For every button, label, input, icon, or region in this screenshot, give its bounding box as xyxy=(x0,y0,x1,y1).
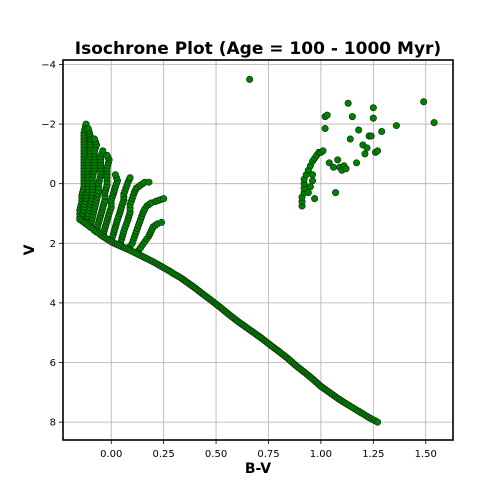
data-point xyxy=(420,98,428,106)
x-tick-label: 1.50 xyxy=(415,449,437,460)
x-tick-label: 0.00 xyxy=(100,449,122,460)
x-axis-label: B-V xyxy=(245,461,271,477)
data-point xyxy=(323,111,331,119)
x-tick-label: 0.50 xyxy=(205,449,227,460)
data-point xyxy=(84,125,92,133)
y-tick-label: 2 xyxy=(50,239,56,250)
y-axis-ticks: −4 −2 0 2 4 6 8 xyxy=(41,60,63,429)
data-point xyxy=(321,125,329,133)
data-point xyxy=(246,75,254,83)
data-point xyxy=(332,189,340,197)
data-point xyxy=(160,195,168,203)
data-point xyxy=(126,174,134,182)
data-point xyxy=(369,104,377,112)
data-point xyxy=(329,163,337,171)
data-point xyxy=(361,150,369,158)
plot-frame xyxy=(62,59,454,441)
data-point xyxy=(342,165,350,173)
data-point xyxy=(319,147,327,155)
data-point xyxy=(374,147,382,155)
data-point xyxy=(369,114,377,122)
x-tick-label: 0.75 xyxy=(257,449,279,460)
grid-lines xyxy=(63,60,453,440)
y-tick-label: −2 xyxy=(41,120,56,131)
data-point xyxy=(374,418,382,426)
data-point xyxy=(158,218,166,226)
data-point xyxy=(304,189,312,197)
data-point xyxy=(430,119,438,127)
data-point xyxy=(111,171,119,179)
data-point xyxy=(355,126,363,134)
data-point xyxy=(378,128,386,136)
data-point xyxy=(99,147,107,155)
y-tick-label: 8 xyxy=(50,418,56,429)
data-point xyxy=(103,151,111,159)
data-point xyxy=(309,171,317,179)
data-point xyxy=(344,99,352,107)
data-point xyxy=(392,122,400,130)
data-point xyxy=(309,177,317,185)
y-tick-label: 4 xyxy=(50,298,56,309)
y-axis-label: V xyxy=(22,244,38,255)
data-points xyxy=(76,75,438,426)
data-point xyxy=(346,135,354,143)
data-point xyxy=(334,156,342,164)
data-point xyxy=(363,144,371,152)
y-tick-label: 6 xyxy=(50,358,56,369)
data-point xyxy=(353,159,361,167)
y-tick-label: −4 xyxy=(41,60,56,71)
data-point xyxy=(311,195,319,203)
data-point xyxy=(90,135,98,143)
data-point xyxy=(306,183,314,191)
data-point xyxy=(145,178,153,186)
x-axis-ticks: 0.00 0.25 0.50 0.75 1.00 1.25 1.50 xyxy=(100,440,437,460)
x-tick-label: 1.25 xyxy=(362,449,384,460)
data-point xyxy=(325,159,333,167)
x-tick-label: 0.25 xyxy=(153,449,175,460)
chart-title: Isochrone Plot (Age = 100 - 1000 Myr) xyxy=(75,39,441,59)
data-point xyxy=(367,132,375,140)
data-point xyxy=(348,113,356,121)
y-tick-label: 0 xyxy=(50,179,56,190)
x-tick-label: 1.00 xyxy=(310,449,332,460)
